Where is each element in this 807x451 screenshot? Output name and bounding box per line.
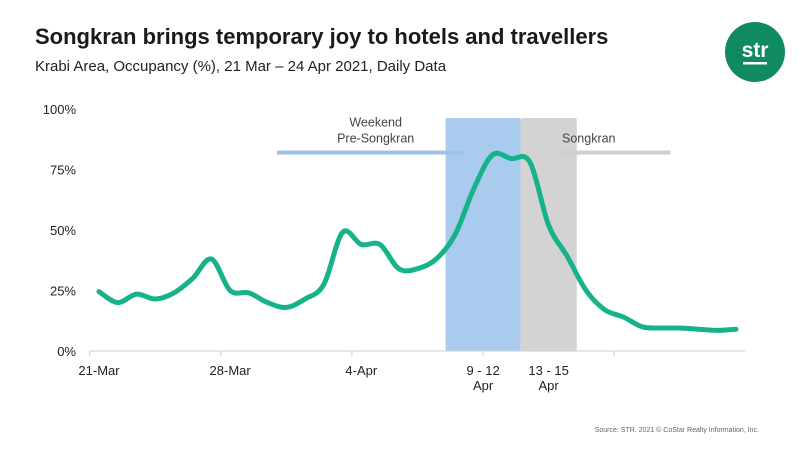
y-tick-label-75: 75% [50,163,76,178]
data-point-0 [97,290,101,294]
data-point-3 [153,297,157,301]
annotation-bar-0 [276,150,465,155]
data-point-14 [359,243,363,247]
x-range-label-1-0: 13 - 15 [528,363,568,378]
data-point-34 [734,327,738,331]
y-tick-label-100: 100% [43,102,77,117]
x-range-label-0-0: 9 - 12 [466,363,499,378]
data-point-11 [303,297,307,301]
annotation-label-0-1: Pre-Songkran [337,132,414,146]
chart-subtitle: Krabi Area, Occupancy (%), 21 Mar – 24 A… [35,58,447,75]
data-point-32 [697,327,701,331]
data-point-31 [678,326,682,330]
annotation-label-0-0: Weekend [349,116,402,130]
x-range-label-1-1: Apr [539,378,560,393]
data-point-27 [603,308,607,312]
y-tick-label-0: 0% [57,344,76,359]
y-tick-label-50: 50% [50,223,76,238]
data-point-20 [472,187,476,191]
data-point-7 [228,289,232,293]
x-range-label-0-1: Apr [473,378,494,393]
data-point-16 [397,267,401,271]
source-note: Source: STR. 2021 © CoStar Realty Inform… [594,427,759,434]
data-point-24 [547,223,551,227]
data-point-17 [416,267,420,271]
data-point-13 [341,230,345,234]
x-tick-label-1: 28-Mar [210,363,252,378]
data-point-30 [659,326,663,330]
shaded-period-0 [445,118,521,351]
data-point-10 [284,305,288,309]
series-line-occupancy [96,150,739,333]
x-tick-label-0: 21-Mar [78,363,120,378]
data-point-4 [172,291,176,295]
data-point-15 [378,243,382,247]
data-point-26 [584,289,588,293]
data-point-19 [453,233,457,237]
x-tick-label-2: 4-Apr [345,363,377,378]
annotation-bar-1 [558,150,671,155]
y-tick-label-25: 25% [50,284,76,299]
data-point-2 [135,292,139,296]
data-point-28 [622,315,626,319]
data-point-12 [322,282,326,286]
data-point-33 [715,328,719,332]
data-point-9 [266,301,270,305]
data-point-29 [640,325,644,329]
data-point-23 [528,160,532,164]
logo-text: str [742,39,769,62]
data-point-1 [116,301,120,305]
page-title: Songkran brings temporary joy to hotels … [35,24,609,49]
data-point-22 [509,157,513,161]
data-point-8 [247,291,251,295]
data-point-25 [565,255,569,259]
str-logo: str [725,22,785,82]
data-point-5 [191,276,195,280]
data-point-21 [490,153,494,157]
data-point-6 [209,257,213,261]
logo-circle [725,22,785,82]
annotation-label-1-0: Songkran [562,132,616,146]
logo-underline [743,62,767,65]
data-point-18 [434,257,438,261]
